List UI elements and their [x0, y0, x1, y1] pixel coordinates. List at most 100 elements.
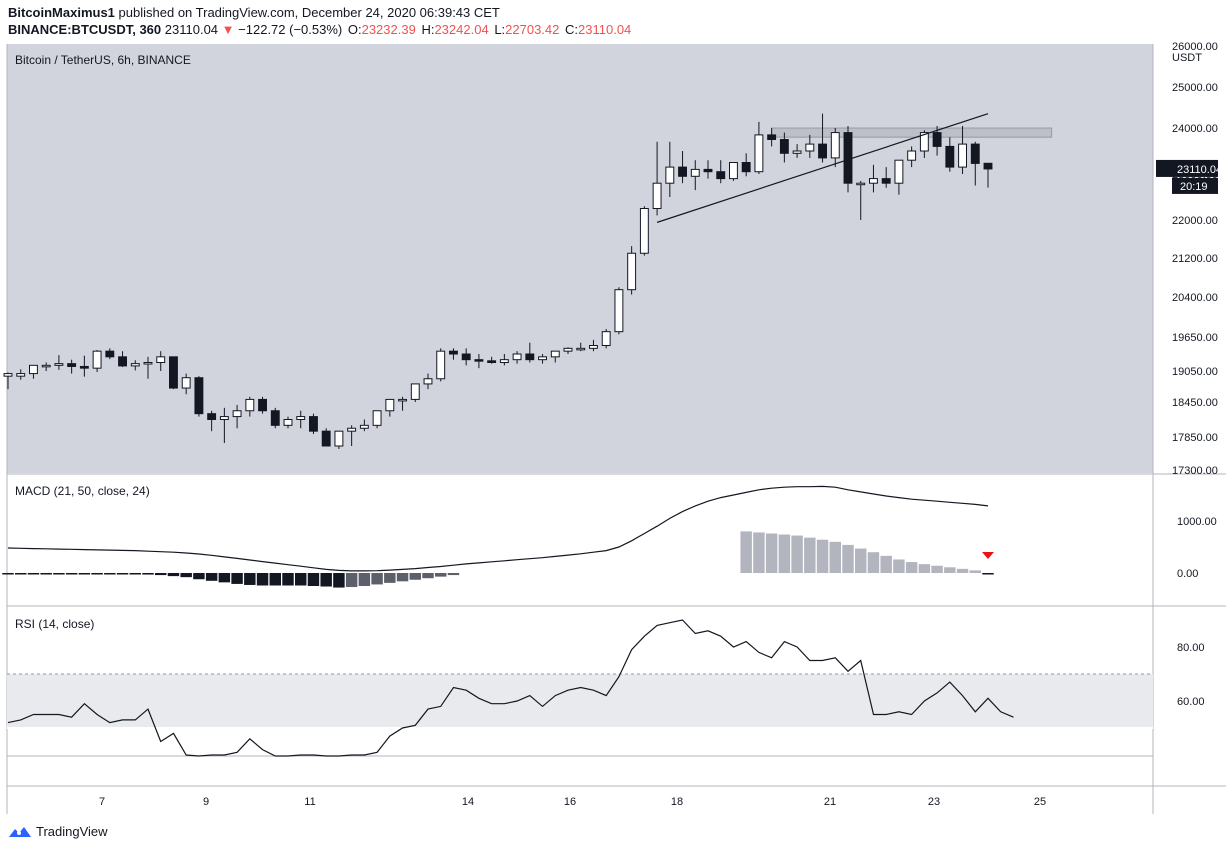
macd-histogram-bar: [600, 563, 612, 573]
macd-axis-tick-label: 1000.00: [1177, 516, 1217, 528]
price-axis-tick-label: 17850.00: [1172, 432, 1218, 444]
candle: [181, 377, 191, 389]
candle: [79, 365, 89, 369]
candle: [67, 363, 77, 367]
macd-histogram-bar: [804, 537, 816, 573]
candle: [385, 398, 395, 412]
macd-histogram-bar: [180, 573, 192, 578]
candle: [932, 132, 942, 147]
candle: [550, 350, 560, 358]
macd-histogram-bar: [562, 565, 574, 573]
candle: [665, 166, 675, 184]
price-axis-tick-label: 19050.00: [1172, 366, 1218, 378]
macd-histogram-bar: [753, 532, 765, 573]
price-pane-bg: [7, 44, 1153, 473]
candle: [729, 162, 738, 180]
candle: [423, 378, 433, 385]
candle: [309, 416, 318, 432]
macd-histogram-bar: [460, 571, 472, 574]
macd-histogram-bar: [358, 573, 371, 586]
candle: [347, 427, 357, 432]
candle: [690, 168, 700, 177]
candle: [805, 143, 815, 152]
candle: [474, 359, 484, 362]
macd-histogram-bar: [473, 570, 485, 573]
macd-histogram-bar: [740, 531, 752, 573]
macd-histogram-bar: [27, 573, 40, 575]
candle: [54, 363, 64, 366]
candle: [958, 143, 967, 168]
candle: [907, 150, 917, 161]
candle: [779, 139, 789, 154]
candle: [321, 430, 331, 447]
candle: [143, 362, 153, 365]
macd-histogram-bar: [231, 573, 243, 584]
candle: [219, 416, 229, 421]
candle: [919, 132, 929, 152]
candle: [461, 353, 471, 361]
countdown-badge: [1172, 177, 1218, 194]
macd-histogram-bar: [511, 567, 523, 573]
candle: [767, 134, 777, 140]
candle: [270, 410, 280, 426]
candle: [258, 398, 267, 412]
candle: [970, 143, 980, 164]
candle: [869, 178, 878, 184]
candle: [703, 168, 713, 173]
time-axis-tick-label: 16: [564, 796, 576, 808]
macd-line: [7, 485, 989, 572]
tradingview-logo-icon: [9, 826, 31, 837]
macd-histogram-bar: [384, 573, 396, 583]
candle: [92, 350, 102, 369]
macd-histogram-bar: [307, 573, 320, 586]
last-price-badge-label: 23110.04: [1177, 164, 1222, 176]
change-value: −122.72 (−0.53%): [238, 22, 343, 37]
macd-histogram-bar: [447, 573, 460, 576]
candle: [16, 373, 26, 377]
rsi-band: [7, 674, 1153, 728]
candle: [410, 383, 420, 400]
time-axis-tick-label: 9: [203, 796, 209, 808]
candle: [741, 162, 751, 173]
open-key: O:: [347, 22, 362, 37]
last-price-badge: [1156, 159, 1218, 177]
macd-histogram-bar: [167, 573, 180, 577]
candle: [716, 171, 726, 180]
macd-histogram-bar: [116, 573, 129, 575]
brand-name[interactable]: TradingView: [36, 824, 108, 839]
candle: [945, 145, 955, 168]
publish-line: BitcoinMaximus1 published on TradingView…: [8, 5, 500, 20]
candle: [830, 132, 840, 159]
candle: [512, 353, 522, 361]
author-name[interactable]: BitcoinMaximus1: [8, 5, 115, 20]
candle: [436, 350, 446, 380]
macd-histogram-bar: [944, 567, 956, 573]
macd-histogram-bar: [956, 568, 969, 573]
macd-histogram-bar: [53, 573, 65, 575]
price-axis-tick-label: 19650.00: [1172, 332, 1218, 344]
macd-histogram-bar: [282, 573, 294, 586]
high-value: 23242.04: [434, 22, 489, 37]
macd-histogram-bar: [982, 573, 994, 575]
candle: [118, 356, 127, 367]
candle: [678, 166, 687, 177]
macd-histogram-bar: [40, 573, 52, 575]
low-value: 22703.42: [505, 22, 560, 37]
macd-histogram-bar: [880, 555, 892, 573]
close-value: 23110.04: [578, 22, 632, 37]
price-axis-tick-label: 26000.00: [1172, 41, 1218, 53]
rsi-pane-title: RSI (14, close): [15, 617, 94, 631]
rsi-line: [7, 619, 1014, 757]
price-axis-tick-label: 17300.00: [1172, 465, 1218, 477]
macd-axis-tick-label: 0.00: [1177, 568, 1198, 580]
macd-histogram-bar: [778, 534, 791, 573]
candle: [3, 373, 13, 377]
macd-histogram-bar: [676, 531, 689, 573]
macd-histogram-bar: [689, 530, 701, 573]
macd-histogram-bar: [129, 573, 141, 575]
price-axis-tick-label: 20400.00: [1172, 292, 1218, 304]
time-axis-tick-label: 18: [671, 796, 683, 808]
macd-histogram-bar: [345, 573, 358, 588]
candle: [334, 430, 344, 447]
